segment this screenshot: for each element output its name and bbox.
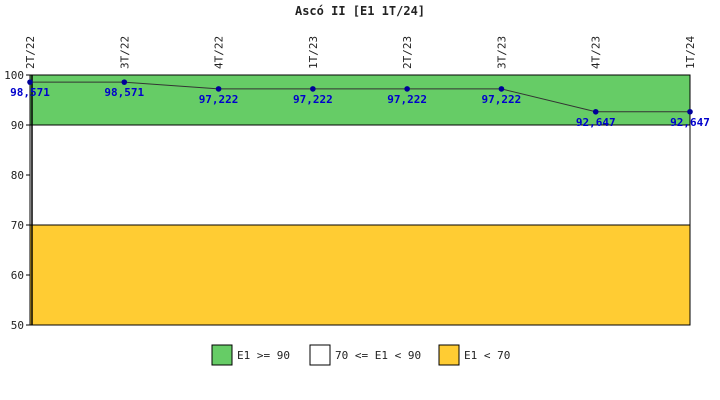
legend-label-0: E1 >= 90 — [237, 349, 290, 362]
data-label: 98,571 — [10, 86, 50, 99]
data-point — [310, 86, 316, 92]
band-1 — [29, 124, 691, 226]
series-line — [30, 81, 690, 113]
legend-swatch-2 — [438, 344, 460, 366]
data-point — [27, 79, 33, 85]
data-point — [592, 108, 599, 115]
data-label: 97,222 — [293, 93, 333, 106]
series-group: 98,571 98,571 97,222 97,222 97,222 97,222 92,6… — [10, 79, 710, 129]
data-label: 97,222 — [387, 93, 427, 106]
x-tick-label: 4T/23 — [590, 36, 603, 69]
y-axis: 50 60 70 80 90 100 — [4, 69, 30, 332]
x-tick-label: 1T/24 — [684, 36, 697, 69]
data-point — [498, 86, 505, 92]
x-tick-label: 3T/22 — [118, 36, 131, 69]
data-label: 92,647 — [576, 116, 616, 129]
plot-frame — [29, 74, 691, 326]
data-label: 97,222 — [199, 93, 239, 106]
data-label: 98,571 — [104, 86, 144, 99]
legend-swatch-0 — [211, 344, 233, 366]
legend-swatch-1 — [309, 344, 331, 366]
x-tick-label: 2T/23 — [401, 36, 414, 69]
legend-label-1: 70 <= E1 < 90 — [335, 349, 421, 362]
y-tick-label: 50 — [11, 319, 24, 332]
data-point — [687, 108, 693, 115]
y-tick-label: 60 — [11, 269, 24, 282]
data-point — [404, 86, 410, 92]
legend: E1 >= 90 70 <= E1 < 90 E1 < 70 — [211, 344, 510, 366]
data-label: 97,222 — [482, 93, 522, 106]
chart-title: Ascó II [E1 1T/24] — [295, 4, 425, 18]
y-tick-label: 100 — [4, 69, 24, 82]
x-tick-label: 1T/23 — [307, 36, 320, 69]
y-tick-label: 80 — [11, 169, 24, 182]
band-2 — [29, 224, 691, 326]
legend-label-2: E1 < 70 — [464, 349, 510, 362]
data-point — [215, 86, 222, 92]
y-tick-label: 90 — [11, 119, 24, 132]
x-tick-label: 4T/22 — [213, 36, 226, 69]
x-axis: 2T/22 3T/22 4T/22 1T/23 2T/23 3T/23 4T/23 1T/24 — [24, 36, 697, 69]
y-tick-label: 70 — [11, 219, 24, 232]
data-label: 92,647 — [670, 116, 710, 129]
band-group — [29, 74, 691, 326]
x-tick-label: 3T/23 — [495, 36, 508, 69]
x-tick-label: 2T/22 — [24, 36, 37, 69]
data-point — [121, 79, 128, 85]
